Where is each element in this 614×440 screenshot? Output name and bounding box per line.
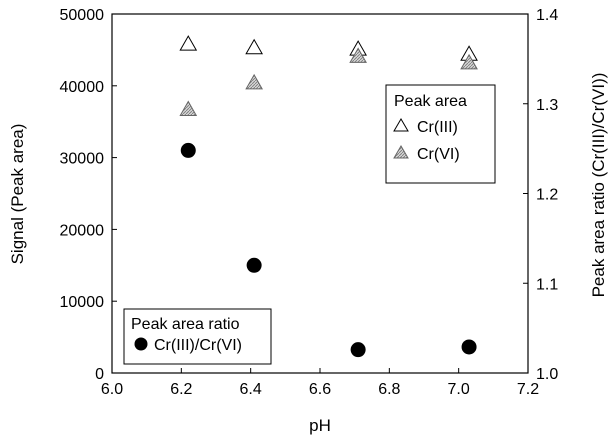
- legend-filled-circle-icon: [134, 337, 148, 351]
- x-axis-title: pH: [309, 416, 331, 435]
- x-tick-label: 6.0: [101, 381, 123, 398]
- axis-ticks: [111, 13, 529, 374]
- left-y-tick-label: 50000: [60, 7, 105, 24]
- x-tick-label: 6.2: [170, 381, 192, 398]
- legend-ratio-box: [123, 308, 272, 365]
- left-y-tick-label: 40000: [60, 79, 105, 96]
- x-axis-tick-labels: 6.0 6.2 6.4 6.6 6.8 7.0 7.2: [101, 381, 539, 398]
- legend-peak-area: Peak area Cr(III) Cr(VI): [385, 84, 496, 184]
- ratio-point: [180, 142, 196, 158]
- x-tick-label: 7.2: [517, 381, 539, 398]
- left-y-tick-label: 0: [95, 366, 104, 383]
- cr-vi-point: [349, 47, 367, 63]
- legend-hatched-triangle-icon: [393, 145, 409, 159]
- ratio-point: [461, 339, 477, 355]
- ratio-point: [246, 257, 262, 273]
- right-y-tick-label: 1.4: [536, 7, 558, 24]
- cr-vi-point: [460, 53, 478, 70]
- left-y-axis-title: Signal (Peak area): [8, 124, 27, 265]
- left-y-tick-label: 20000: [60, 222, 105, 239]
- cr-iii-point: [245, 38, 263, 55]
- right-y-tick-label: 1.2: [536, 187, 558, 204]
- left-y-axis-tick-labels: 0 10000 20000 30000 40000 50000: [60, 7, 105, 383]
- left-y-tick-label: 10000: [60, 294, 105, 311]
- right-y-tick-label: 1.1: [536, 276, 558, 293]
- cr-vi-point: [245, 73, 263, 90]
- right-y-axis-tick-labels: 1.0 1.1 1.2 1.3 1.4: [536, 7, 558, 383]
- cr-iii-point: [179, 35, 198, 51]
- legend-ratio-title: Peak area ratio: [131, 316, 240, 333]
- x-tick-label: 6.6: [309, 381, 331, 398]
- data-marks: [179, 35, 478, 358]
- legend-peak-area-box: [385, 84, 496, 184]
- legend-entry-ratio: Cr(III)/Cr(VI): [154, 337, 242, 354]
- x-tick-label: 7.0: [448, 381, 470, 398]
- right-y-tick-label: 1.3: [536, 97, 558, 114]
- legend-open-triangle-icon: [393, 118, 409, 132]
- legend-peak-area-title: Peak area: [394, 93, 467, 110]
- right-y-tick-label: 1.0: [536, 366, 558, 383]
- legend-entry-cr-vi: Cr(VI): [417, 146, 460, 163]
- left-y-tick-label: 30000: [60, 151, 105, 168]
- x-tick-label: 6.8: [378, 381, 400, 398]
- right-y-axis-title: Peak area ratio (Cr(III)/Cr(VI)): [589, 73, 608, 298]
- cr-vi-point: [179, 100, 198, 116]
- x-tick-label: 6.4: [240, 381, 262, 398]
- ratio-point: [350, 342, 366, 358]
- legend-entry-cr-iii: Cr(III): [417, 119, 458, 136]
- legend-ratio: Peak area ratio Cr(III)/Cr(VI): [123, 308, 272, 365]
